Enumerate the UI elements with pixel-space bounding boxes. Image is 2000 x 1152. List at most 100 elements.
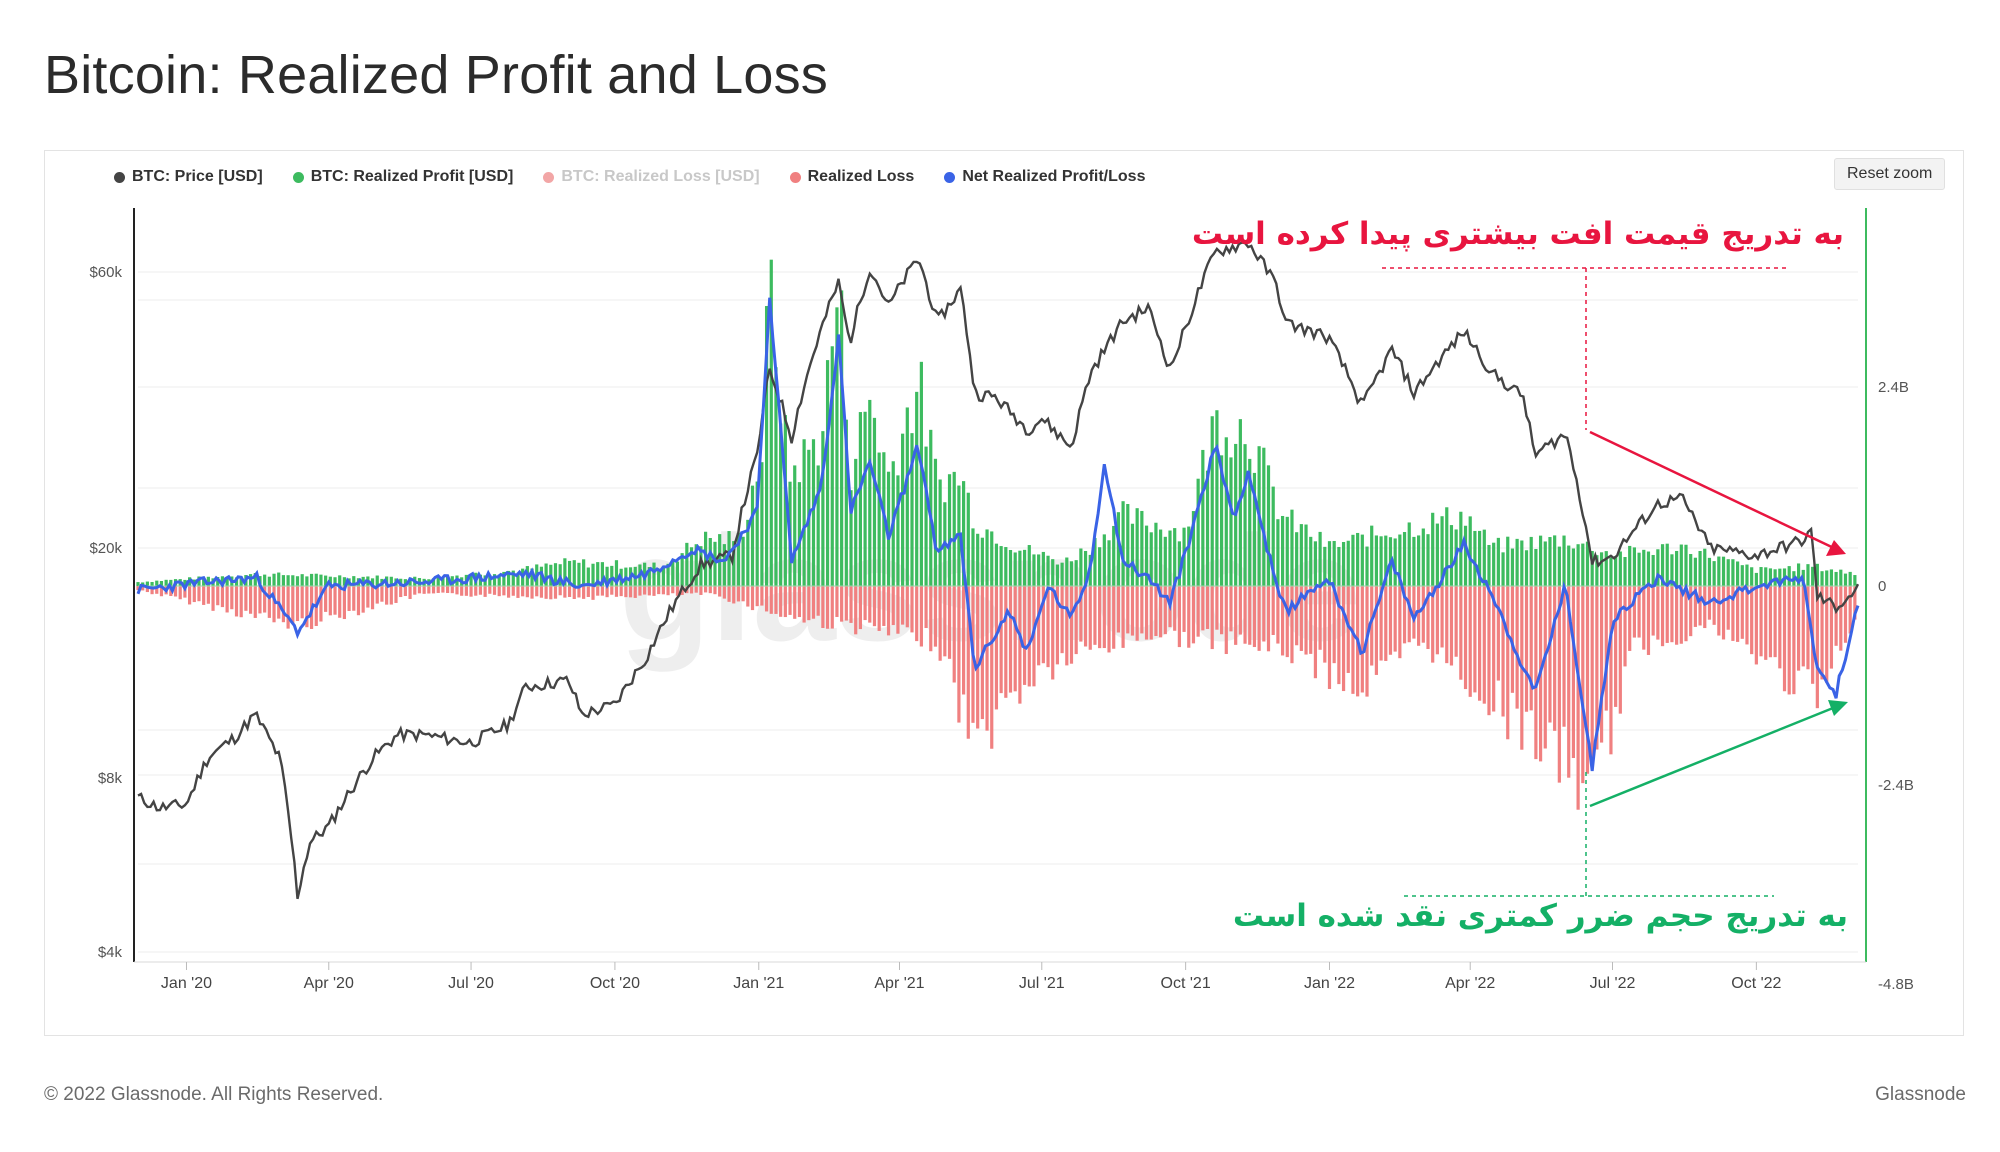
copyright-text: © 2022 Glassnode. All Rights Reserved. xyxy=(44,1084,384,1105)
profit-bar xyxy=(1599,552,1604,586)
loss-bar xyxy=(610,586,614,595)
loss-bar xyxy=(281,586,286,623)
loss-bar xyxy=(1825,586,1829,683)
loss-bar xyxy=(1276,586,1280,644)
profit-bar xyxy=(947,474,952,586)
profit-bar xyxy=(915,391,919,586)
loss-bar xyxy=(1229,586,1233,632)
right-tick-label: 2.4B xyxy=(1878,379,1909,396)
profit-bar xyxy=(671,561,675,586)
loss-bar xyxy=(347,586,351,611)
legend-label-net-realized: Net Realized Profit/Loss xyxy=(962,168,1146,185)
legend-item-btc-realized-loss[interactable]: BTC: Realized Loss [USD] xyxy=(543,168,760,186)
loss-bar xyxy=(933,586,938,647)
loss-bar xyxy=(1112,586,1116,649)
profit-bar xyxy=(277,572,281,586)
reset-zoom-button[interactable]: Reset zoom xyxy=(1834,158,1946,190)
profit-bar xyxy=(994,543,999,586)
annotation-top-text: به تدریج قیمت افت بیشتری پیدا کرده است xyxy=(1191,216,1844,252)
profit-bar xyxy=(1632,547,1636,586)
profit-bar xyxy=(1299,524,1303,586)
profit-bar xyxy=(1065,557,1069,586)
profit-bar xyxy=(741,536,745,586)
loss-bar xyxy=(375,586,379,604)
legend-item-net-realized[interactable]: Net Realized Profit/Loss xyxy=(944,168,1145,186)
loss-bar xyxy=(1843,586,1848,643)
profit-bar xyxy=(1379,536,1383,586)
loss-bar xyxy=(1665,586,1669,643)
loss-bar xyxy=(764,586,769,612)
profit-bar xyxy=(708,538,712,586)
legend-dot-net-realized xyxy=(944,171,956,183)
loss-bar xyxy=(1567,586,1571,778)
profit-bar xyxy=(924,446,928,586)
loss-bar xyxy=(990,586,994,749)
loss-bar xyxy=(985,586,989,731)
loss-bar xyxy=(1829,586,1834,669)
loss-bar xyxy=(816,586,820,616)
legend-item-price[interactable]: BTC: Price [USD] xyxy=(114,168,263,186)
profit-bar xyxy=(239,576,243,586)
loss-bar xyxy=(225,586,229,613)
loss-bar xyxy=(891,586,895,626)
loss-bar xyxy=(1309,586,1313,654)
profit-bar xyxy=(1538,535,1543,586)
profit-bar xyxy=(1370,525,1374,586)
profit-bar xyxy=(1848,571,1852,586)
profit-bar xyxy=(319,574,323,586)
profit-bar xyxy=(844,419,848,586)
loss-bar xyxy=(455,586,459,595)
loss-bar xyxy=(750,586,755,611)
loss-bar xyxy=(976,586,980,729)
profit-bar xyxy=(1834,571,1838,586)
profit-bar xyxy=(1130,523,1135,586)
loss-bar xyxy=(1632,586,1636,638)
brand-text: Glassnode xyxy=(1875,1084,1966,1105)
loss-bar xyxy=(868,586,872,623)
loss-bar xyxy=(643,586,647,595)
loss-bar xyxy=(896,586,900,634)
loss-bar xyxy=(525,586,529,598)
profit-bar xyxy=(1243,444,1247,586)
annotation-top-arrowhead xyxy=(1826,540,1846,556)
loss-bar xyxy=(854,586,858,635)
profit-bar xyxy=(1543,541,1547,586)
profit-bar xyxy=(370,578,375,586)
profit-bar xyxy=(1815,563,1819,586)
x-tick-label: Apr '21 xyxy=(874,975,924,992)
page-title: Bitcoin: Realized Profit and Loss xyxy=(44,45,829,105)
profit-bar xyxy=(675,561,680,586)
loss-bar xyxy=(821,586,825,628)
loss-bar xyxy=(1215,586,1219,630)
loss-bar xyxy=(619,586,623,597)
loss-bar xyxy=(1853,586,1857,620)
profit-bar xyxy=(614,560,619,586)
profit-bar xyxy=(1159,529,1163,586)
profit-bar xyxy=(1013,552,1017,586)
loss-bar xyxy=(774,586,778,614)
profit-bar xyxy=(1285,516,1289,586)
legend-item-realized-profit[interactable]: BTC: Realized Profit [USD] xyxy=(292,168,513,186)
loss-bar xyxy=(1614,586,1618,707)
legend-item-realized-loss[interactable]: Realized Loss xyxy=(789,168,914,186)
loss-bar xyxy=(1736,586,1740,642)
loss-bar xyxy=(769,586,773,614)
profit-bar xyxy=(291,575,295,586)
loss-bar xyxy=(1107,586,1111,653)
profit-bar xyxy=(1276,519,1280,586)
loss-bar xyxy=(431,586,436,594)
loss-bar xyxy=(586,586,590,597)
loss-bar xyxy=(539,586,544,598)
profit-bar xyxy=(1069,561,1074,586)
loss-bar xyxy=(1839,586,1843,651)
profit-bar xyxy=(206,576,210,586)
loss-bar xyxy=(403,586,407,597)
profit-bar xyxy=(962,481,966,586)
profit-bar xyxy=(1037,554,1041,586)
loss-bar xyxy=(1675,586,1679,645)
loss-bar xyxy=(492,586,497,595)
profit-bar xyxy=(694,544,698,586)
loss-bar xyxy=(661,586,665,595)
loss-bar xyxy=(1159,586,1163,638)
loss-bar xyxy=(1327,586,1332,689)
